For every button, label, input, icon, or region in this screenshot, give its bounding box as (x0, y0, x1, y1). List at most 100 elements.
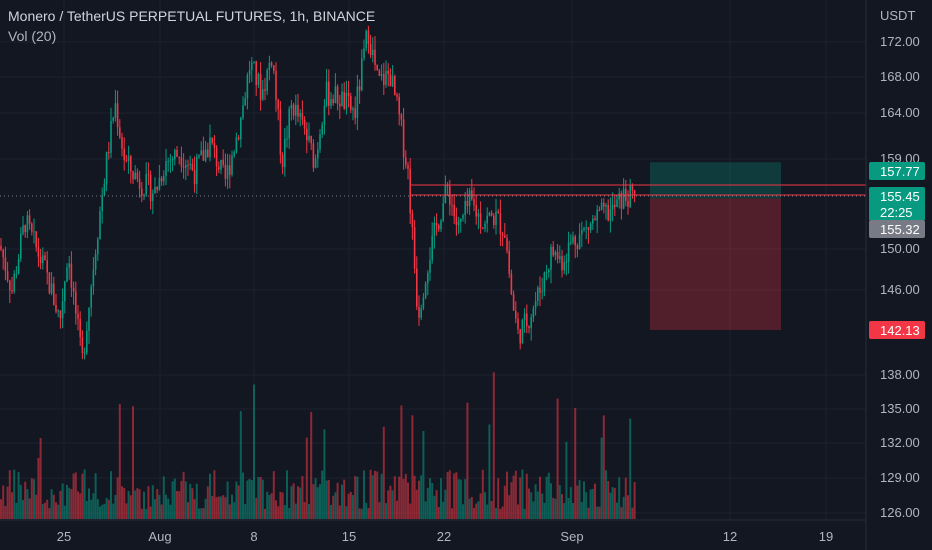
candle-body (255, 61, 257, 86)
volume-bar (547, 472, 550, 519)
volume-bar (486, 504, 489, 519)
volume-bar (490, 500, 493, 519)
volume-bar (305, 437, 308, 519)
volume-bar (393, 476, 396, 519)
volume-bar (567, 498, 570, 519)
volume-bar (554, 498, 557, 519)
candle-body (383, 74, 385, 85)
volume-bar (356, 476, 359, 519)
volume-bar (182, 471, 185, 519)
candle-body (633, 190, 636, 196)
candle-body (246, 75, 249, 99)
volume-bar (231, 494, 233, 519)
volume-bar (404, 473, 407, 519)
candle-body (576, 245, 579, 249)
volume-indicator-label[interactable]: Vol (20) (8, 28, 57, 44)
candle-body (31, 223, 33, 232)
candle-body (614, 204, 616, 208)
candle-body (435, 222, 438, 226)
candle-body (20, 233, 22, 259)
symbol-title[interactable]: Monero / TetherUS PERPETUAL FUTURES, 1h,… (8, 8, 376, 24)
candle-body (235, 137, 238, 153)
candle-body (154, 187, 156, 194)
candle-body (264, 89, 266, 91)
volume-bar (176, 490, 178, 519)
volume-bar (572, 503, 574, 519)
candle-body (398, 96, 400, 115)
y-tick-label: 146.00 (880, 282, 920, 297)
candle-body (495, 211, 497, 225)
volume-bar (563, 503, 566, 519)
candle-body (204, 149, 207, 161)
volume-bar (140, 508, 143, 519)
candle-body (61, 301, 64, 319)
candle-body (17, 258, 20, 274)
volume-bar (475, 503, 478, 519)
candle-body (90, 286, 92, 308)
volume-bar (193, 499, 196, 519)
candle-body (578, 234, 581, 249)
volume-bar (321, 470, 324, 519)
candle-body (306, 128, 308, 141)
candle-body (356, 86, 359, 118)
candle-body (215, 147, 218, 167)
volume-bar (246, 480, 249, 519)
volume-bar (501, 506, 504, 519)
volume-bar (523, 508, 526, 519)
volume-bar (589, 489, 592, 519)
candle-body (11, 290, 13, 292)
volume-bar (327, 480, 330, 519)
candle-body (611, 204, 614, 210)
candle-body (237, 137, 240, 140)
volume-bar (33, 479, 35, 519)
volume-bar (125, 503, 128, 519)
volume-bar (433, 495, 436, 519)
x-tick-label: 25 (57, 529, 71, 544)
candle-body (229, 165, 231, 175)
candle-body (512, 294, 515, 311)
volume-bar (613, 487, 616, 519)
volume-bar (539, 476, 541, 519)
candle-body (429, 260, 431, 273)
volume-bar (506, 471, 508, 519)
candle-body (145, 174, 147, 195)
candle-body (328, 81, 330, 106)
candle-body (83, 352, 86, 354)
currency-label: USDT (880, 8, 915, 23)
candle-body (160, 177, 163, 182)
candle-body (517, 318, 519, 330)
volume-bar (574, 408, 577, 519)
volume-bar (222, 495, 225, 519)
candle-body (50, 283, 53, 294)
volume-bar (380, 473, 383, 519)
volume-bar (314, 478, 317, 519)
volume-bar (24, 481, 27, 519)
volume-bar (528, 488, 530, 519)
position-tool[interactable] (650, 162, 781, 330)
candle-body (515, 310, 517, 319)
volume-bar (576, 485, 579, 519)
candle-body (187, 165, 189, 167)
volume-bar (30, 478, 33, 519)
volume-bar (468, 498, 471, 519)
candle-body (233, 152, 235, 156)
candle-body (127, 156, 130, 162)
candle-body (319, 134, 321, 150)
candle-body (416, 268, 418, 307)
price-tag-bg (869, 321, 925, 339)
candle-body (88, 307, 90, 331)
volume-bar (600, 437, 603, 519)
candle-body (486, 215, 488, 224)
candle-body (609, 209, 612, 221)
candle-body (490, 212, 493, 216)
candle-body (341, 91, 343, 107)
volume-bar (160, 504, 163, 519)
candle-body (165, 161, 167, 176)
candle-body (510, 273, 513, 295)
candle-body (136, 172, 139, 179)
candle-body (537, 287, 539, 302)
candle-body (499, 212, 502, 235)
candle-body (501, 234, 504, 236)
volume-bar (198, 508, 200, 519)
